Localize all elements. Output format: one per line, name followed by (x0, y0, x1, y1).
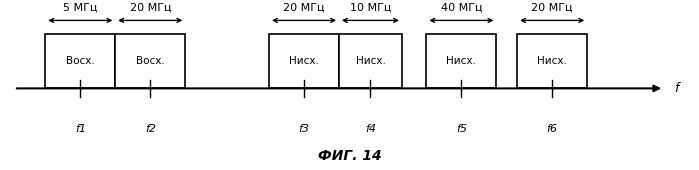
Text: 20 МГц: 20 МГц (531, 3, 573, 13)
Bar (45, 34, 115, 88)
Text: f2: f2 (145, 124, 156, 134)
Text: f5: f5 (456, 124, 467, 134)
Text: Восх.: Восх. (66, 56, 95, 66)
Bar (426, 34, 496, 88)
Text: f: f (675, 82, 679, 95)
Text: f4: f4 (365, 124, 376, 134)
Text: 40 МГц: 40 МГц (440, 3, 482, 13)
Text: 10 МГц: 10 МГц (350, 3, 391, 13)
Text: Нисх.: Нисх. (447, 56, 476, 66)
Bar (517, 34, 587, 88)
Text: Нисх.: Нисх. (289, 56, 319, 66)
Bar (269, 34, 339, 88)
Text: f6: f6 (547, 124, 558, 134)
Text: Восх.: Восх. (136, 56, 165, 66)
Bar (339, 34, 402, 88)
Text: 20 МГц: 20 МГц (283, 3, 325, 13)
Text: 20 МГц: 20 МГц (129, 3, 171, 13)
Text: f1: f1 (75, 124, 86, 134)
Text: f3: f3 (298, 124, 310, 134)
Text: 5 МГц: 5 МГц (63, 3, 98, 13)
Bar (115, 34, 185, 88)
Text: Нисх.: Нисх. (538, 56, 567, 66)
Text: ФИГ. 14: ФИГ. 14 (317, 149, 382, 163)
Text: Нисх.: Нисх. (356, 56, 385, 66)
